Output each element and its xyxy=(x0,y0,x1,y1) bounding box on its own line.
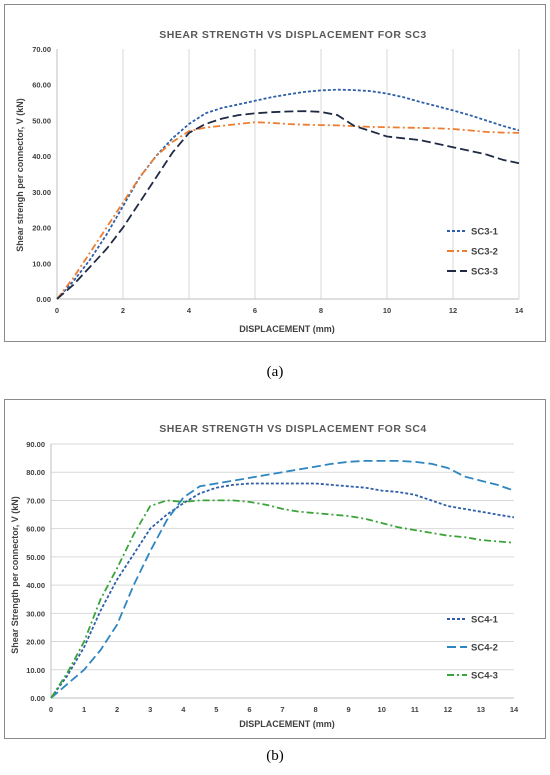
x-tick-label: 8 xyxy=(313,705,317,714)
series-line-sc3-1 xyxy=(56,88,520,300)
x-tick-label: 1 xyxy=(82,705,86,714)
y-tick-label: 90.00 xyxy=(26,440,45,449)
chart-panel-sc3: SHEAR STRENGTH VS DISPLACEMENT FOR SC3 0… xyxy=(4,4,546,342)
x-axis-label-sc4: DISPLACEMENT (mm) xyxy=(239,719,335,729)
y-tick-label: 80.00 xyxy=(26,468,45,477)
x-tick-label: 10 xyxy=(378,705,386,714)
figure-caption-b: (b) xyxy=(266,748,284,764)
figure-caption-a: (a) xyxy=(266,364,284,380)
x-tick-label: 4 xyxy=(181,705,186,714)
chart-title-sc3: SHEAR STRENGTH VS DISPLACEMENT FOR SC3 xyxy=(159,29,427,41)
x-tick-label: 14 xyxy=(515,306,524,315)
chart-sc3: SHEAR STRENGTH VS DISPLACEMENT FOR SC3 0… xyxy=(15,29,524,334)
x-tick-label: 9 xyxy=(347,705,351,714)
y-tick-label: 0.00 xyxy=(30,694,45,703)
series-line-sc4-3 xyxy=(50,499,515,699)
y-tick-label: 30.00 xyxy=(26,609,45,618)
x-tick-label: 8 xyxy=(319,306,323,315)
legend-label-sc3-1: SC3-1 xyxy=(471,227,499,238)
x-tick-label: 14 xyxy=(510,705,519,714)
series-line-sc3-3 xyxy=(56,110,520,300)
x-tick-label: 11 xyxy=(411,705,419,714)
y-tick-label: 10.00 xyxy=(26,666,45,675)
x-tick-label: 4 xyxy=(187,306,192,315)
chart-sc4: SHEAR STRENGTH VS DISPLACEMENT FOR SC4 0… xyxy=(10,423,519,729)
legend-label-sc4-1: SC4-1 xyxy=(471,615,499,626)
x-tick-label: 6 xyxy=(247,705,251,714)
legend-label-sc3-3: SC3-3 xyxy=(471,267,498,278)
chart-panel-sc4: SHEAR STRENGTH VS DISPLACEMENT FOR SC4 0… xyxy=(4,399,546,739)
x-tick-label: 13 xyxy=(477,705,485,714)
y-tick-label: 40.00 xyxy=(32,152,51,161)
x-tick-label: 2 xyxy=(115,705,119,714)
y-tick-label: 40.00 xyxy=(26,581,45,590)
y-tick-label: 70.00 xyxy=(26,496,45,505)
y-tick-label: 60.00 xyxy=(32,81,51,90)
y-tick-label: 60.00 xyxy=(26,525,45,534)
x-tick-label: 3 xyxy=(148,705,152,714)
y-tick-label: 50.00 xyxy=(32,116,51,125)
x-tick-label: 5 xyxy=(214,705,218,714)
x-tick-label: 2 xyxy=(121,306,125,315)
x-axis-label-sc3: DISPLACEMENT (mm) xyxy=(239,324,335,334)
y-tick-label: 10.00 xyxy=(32,259,51,268)
legend-label-sc3-2: SC3-2 xyxy=(471,247,498,258)
y-tick-label: 50.00 xyxy=(26,553,45,562)
x-tick-label: 0 xyxy=(55,306,59,315)
y-tick-label: 20.00 xyxy=(32,224,51,233)
y-tick-label: 70.00 xyxy=(32,45,51,54)
y-tick-label: 20.00 xyxy=(26,638,45,647)
x-tick-label: 10 xyxy=(383,306,391,315)
series-line-sc3-2 xyxy=(56,121,520,300)
y-tick-label: 30.00 xyxy=(32,188,51,197)
series-line-sc4-1 xyxy=(50,482,515,699)
y-axis-label-sc3: Shear strengh per connector, V (kN) xyxy=(15,98,25,252)
legend-label-sc4-2: SC4-2 xyxy=(471,643,498,654)
x-tick-label: 12 xyxy=(444,705,452,714)
y-axis-label-sc4: Shear Strength per connector, V (kN) xyxy=(10,496,20,654)
x-tick-label: 7 xyxy=(280,705,284,714)
x-tick-label: 0 xyxy=(49,705,53,714)
x-tick-label: 6 xyxy=(253,306,257,315)
series-line-sc4-2 xyxy=(50,460,515,699)
x-tick-label: 12 xyxy=(449,306,457,315)
y-tick-label: 0.00 xyxy=(36,295,51,304)
legend-label-sc4-3: SC4-3 xyxy=(471,671,498,682)
chart-title-sc4: SHEAR STRENGTH VS DISPLACEMENT FOR SC4 xyxy=(159,423,427,435)
